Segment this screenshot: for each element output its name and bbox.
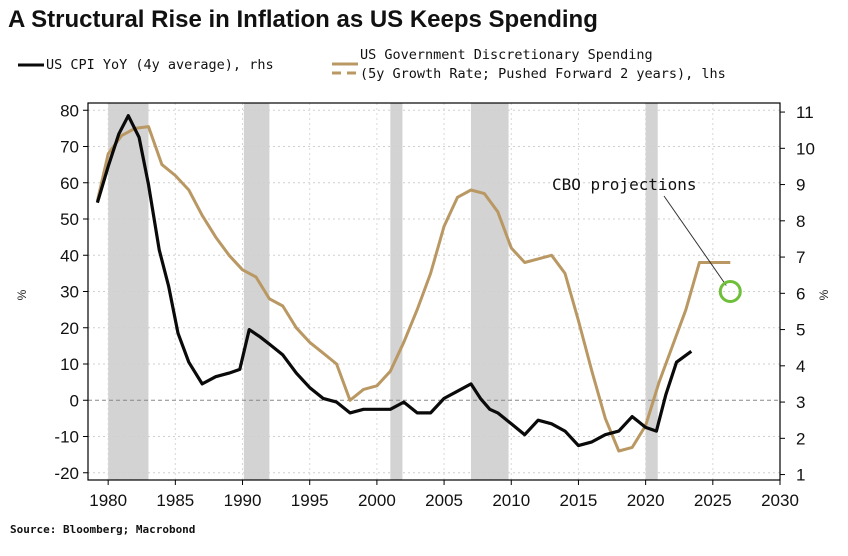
- right-tick-label: 11: [796, 103, 814, 122]
- x-tick-label: 2020: [627, 491, 665, 510]
- x-axis-ticks: 1980 1985 1990 1995 2000 2005 2010 2015 2020 2025…: [89, 480, 799, 510]
- left-tick-label: 40: [60, 246, 79, 265]
- gridlines: [88, 103, 781, 480]
- left-axis-label: %: [15, 289, 29, 300]
- cbo-annotation-label: CBO projections: [552, 175, 697, 194]
- left-tick-label: 80: [60, 101, 79, 120]
- right-tick-label: 10: [796, 139, 815, 158]
- x-tick-label: 2030: [761, 491, 799, 510]
- left-tick-label: 70: [60, 138, 79, 157]
- recession-bands: [108, 103, 658, 480]
- right-axis-ticks: 11 10 9 8 7 6 5 4 3 2 1: [780, 103, 815, 485]
- x-tick-label: 1990: [224, 491, 262, 510]
- x-tick-label: 2025: [694, 491, 732, 510]
- right-tick-label: 5: [796, 321, 805, 340]
- left-tick-label: -10: [54, 428, 79, 447]
- legend-spending-swatch: [332, 62, 358, 75]
- x-tick-label: 1980: [89, 491, 127, 510]
- right-tick-label: 3: [796, 393, 805, 412]
- cpi-series-line: [95, 114, 693, 448]
- right-tick-label: 1: [796, 466, 805, 485]
- legend-cpi-swatch: [18, 63, 44, 67]
- spending-series-line: [95, 125, 731, 453]
- x-tick-label: 2000: [358, 491, 396, 510]
- left-tick-label: 30: [60, 283, 79, 302]
- cbo-projection-marker: [718, 280, 742, 303]
- right-tick-label: 8: [796, 212, 805, 231]
- left-axis-ticks: 80 70 60 50 40 30 20 10 0 -10 -20: [54, 101, 88, 483]
- source-note: Source: Bloomberg; Macrobond: [10, 523, 196, 536]
- legend-spending-label-line1: US Government Discretionary Spending: [360, 47, 653, 63]
- right-tick-label: 2: [796, 429, 805, 448]
- x-tick-label: 2010: [492, 491, 530, 510]
- recession-band: [390, 103, 403, 480]
- right-tick-label: 9: [796, 176, 805, 195]
- legend-cpi-label: US CPI YoY (4y average), rhs: [46, 57, 274, 73]
- right-axis-label: %: [817, 289, 831, 300]
- right-tick-label: 6: [796, 284, 805, 303]
- left-tick-label: 20: [60, 319, 79, 338]
- recession-band: [645, 103, 658, 480]
- left-tick-label: -20: [54, 464, 79, 483]
- right-tick-label: 7: [796, 248, 805, 267]
- x-tick-label: 1985: [156, 491, 194, 510]
- cbo-annotation-arrow: [663, 195, 727, 286]
- legend-spending-label-line2: (5y Growth Rate; Pushed Forward 2 years)…: [360, 66, 726, 82]
- x-tick-label: 1995: [291, 491, 329, 510]
- right-tick-label: 4: [796, 357, 805, 376]
- left-tick-label: 50: [60, 210, 79, 229]
- x-tick-label: 2015: [560, 491, 598, 510]
- left-tick-label: 10: [60, 355, 79, 374]
- left-tick-label: 60: [60, 174, 79, 193]
- left-tick-label: 0: [70, 391, 79, 410]
- chart-title: A Structural Rise in Inflation as US Kee…: [8, 6, 598, 33]
- x-tick-label: 2005: [425, 491, 463, 510]
